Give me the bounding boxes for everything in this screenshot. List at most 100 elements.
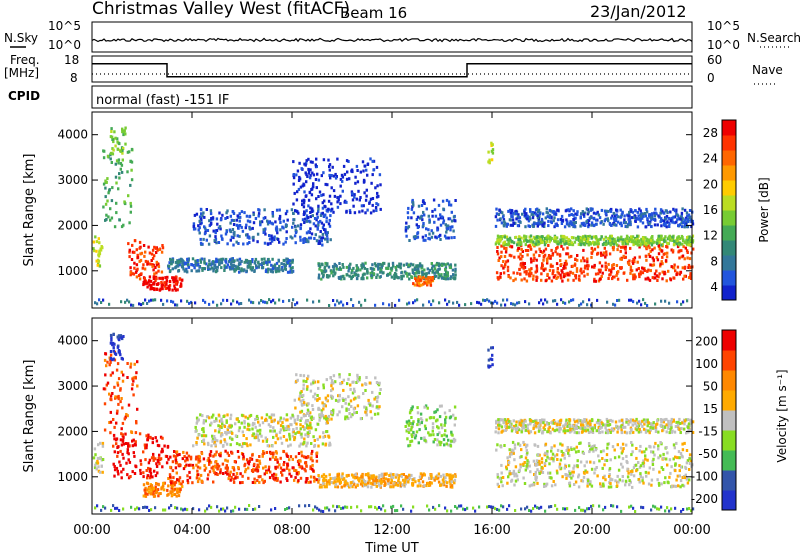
heatmap-cell	[283, 267, 287, 271]
heatmap-cell	[293, 478, 296, 482]
heatmap-cell	[550, 216, 553, 220]
heatmap-cell	[583, 243, 587, 247]
heatmap-cell	[315, 455, 318, 458]
heatmap-cell	[154, 506, 157, 510]
heatmap-cell	[106, 381, 110, 385]
heatmap-cell	[582, 270, 585, 274]
heatmap-cell	[390, 477, 393, 481]
heatmap-cell	[453, 478, 457, 482]
heatmap-cell	[685, 249, 689, 253]
heatmap-cell	[656, 223, 659, 227]
heatmap-cell	[306, 419, 310, 423]
heatmap-cell	[431, 267, 434, 270]
heatmap-cell	[328, 479, 331, 483]
heatmap-cell	[309, 160, 313, 164]
heatmap-cell	[129, 273, 132, 277]
heatmap-cell	[92, 240, 96, 244]
heatmap-cell	[651, 235, 654, 238]
heatmap-cell	[516, 243, 519, 247]
heatmap-cell	[336, 505, 339, 509]
heatmap-cell	[363, 405, 366, 409]
heatmap-cell	[318, 241, 322, 245]
heatmap-cell	[448, 203, 451, 207]
heatmap-cell	[547, 224, 550, 228]
heatmap-cell	[355, 476, 359, 480]
heatmap-cell	[253, 477, 256, 481]
heatmap-cell	[532, 222, 536, 226]
heatmap-cell	[580, 222, 584, 226]
heatmap-cell	[620, 257, 623, 261]
heatmap-cell	[110, 199, 114, 203]
heatmap-cell	[584, 509, 587, 513]
heatmap-cell	[206, 265, 210, 269]
heatmap-cell	[502, 266, 505, 270]
heatmap-cell	[119, 167, 122, 171]
heatmap-cell	[677, 224, 680, 228]
heatmap-cell	[136, 384, 139, 388]
heatmap-cell	[524, 207, 527, 211]
heatmap-cell	[339, 177, 343, 181]
heatmap-cell	[326, 506, 329, 510]
heatmap-cell	[270, 413, 274, 417]
heatmap-cell	[302, 205, 306, 209]
heatmap-cell	[318, 407, 321, 411]
heatmap-cell	[601, 271, 604, 275]
heatmap-cell	[300, 390, 303, 393]
heatmap-cell	[419, 472, 423, 476]
heatmap-cell	[215, 472, 218, 475]
heatmap-cell	[520, 265, 523, 269]
heatmap-cell	[324, 404, 327, 408]
heatmap-cell	[528, 509, 531, 512]
heatmap-cell	[218, 258, 221, 262]
heatmap-cell	[132, 303, 135, 307]
heatmap-cell	[136, 360, 139, 364]
heatmap-cell	[671, 266, 675, 270]
heatmap-cell	[643, 269, 647, 272]
heatmap-cell	[604, 268, 608, 272]
heatmap-cell	[446, 227, 449, 230]
heatmap-cell	[612, 266, 615, 270]
heatmap-cell	[408, 272, 411, 276]
heatmap-cell	[637, 217, 640, 221]
heatmap-cell	[376, 396, 379, 400]
heatmap-cell	[497, 259, 500, 262]
heatmap-cell	[123, 200, 126, 204]
heatmap-cell	[562, 272, 566, 276]
heatmap-cell	[265, 413, 269, 417]
heatmap-cell	[427, 280, 430, 284]
heatmap-cell	[414, 277, 417, 280]
heatmap-cell	[302, 374, 306, 378]
heatmap-cell	[299, 476, 303, 480]
heatmap-cell	[133, 266, 136, 270]
heatmap-cell	[194, 425, 197, 429]
heatmap-cell	[112, 433, 116, 437]
y-tick-label: 4000	[57, 128, 88, 142]
date-label: 23/Jan/2012	[590, 2, 687, 21]
heatmap-cell	[282, 417, 285, 421]
heatmap-cell	[145, 481, 149, 485]
heatmap-cell	[590, 223, 593, 227]
heatmap-cell	[660, 217, 663, 221]
heatmap-cell	[219, 434, 223, 438]
heatmap-cell	[438, 301, 441, 305]
heatmap-cell	[100, 464, 103, 468]
heatmap-cell	[322, 431, 325, 435]
heatmap-cell	[128, 255, 131, 259]
heatmap-cell	[176, 478, 179, 482]
heatmap-cell	[305, 477, 308, 480]
heatmap-cell	[253, 270, 256, 273]
heatmap-cell	[535, 235, 538, 239]
heatmap-cell	[676, 300, 679, 304]
heatmap-cell	[238, 212, 241, 216]
heatmap-cell	[656, 242, 659, 245]
heatmap-cell	[371, 159, 374, 163]
heatmap-cell	[572, 221, 575, 225]
heatmap-cell	[157, 263, 160, 267]
heatmap-cell	[682, 300, 685, 304]
heatmap-cell	[437, 217, 440, 221]
heatmap-cell	[565, 222, 569, 226]
heatmap-cell	[200, 480, 204, 483]
heatmap-cell	[529, 217, 532, 221]
heatmap-cell	[142, 471, 145, 475]
heatmap-cell	[543, 253, 547, 257]
